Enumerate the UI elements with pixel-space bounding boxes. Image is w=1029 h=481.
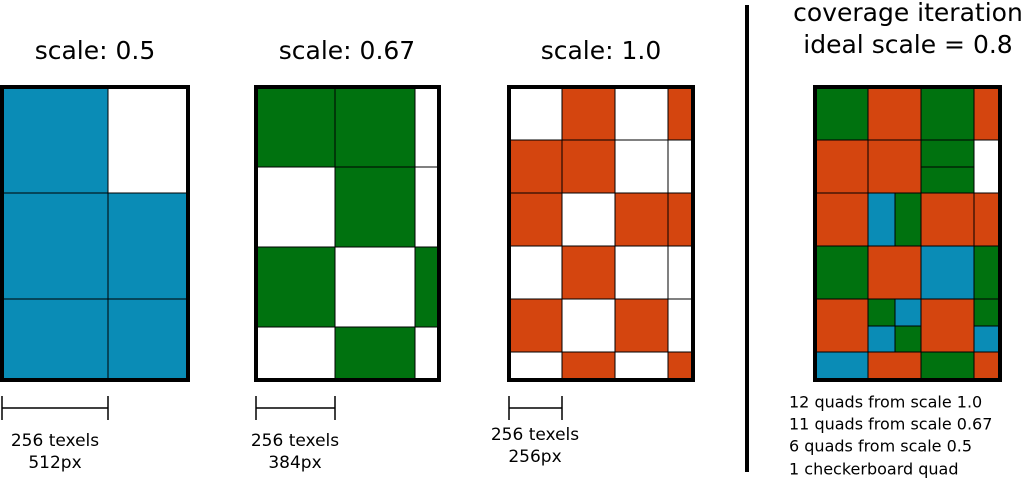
tile bbox=[867, 351, 922, 381]
tile bbox=[920, 139, 975, 168]
tile bbox=[920, 351, 975, 381]
tile bbox=[334, 166, 416, 248]
tile bbox=[508, 245, 563, 300]
tile bbox=[414, 326, 440, 381]
tile bbox=[667, 351, 694, 381]
tile bbox=[255, 166, 336, 248]
tile bbox=[334, 246, 416, 328]
tile bbox=[334, 86, 416, 168]
tile bbox=[255, 86, 336, 168]
bar-label: 384px bbox=[268, 453, 321, 473]
bar-label: 512px bbox=[28, 453, 81, 473]
tile bbox=[414, 246, 440, 328]
tile bbox=[561, 86, 616, 141]
tile bbox=[867, 298, 896, 327]
tile bbox=[667, 192, 694, 247]
tile bbox=[255, 246, 336, 328]
tile bbox=[614, 192, 669, 247]
tile bbox=[255, 326, 336, 381]
tile bbox=[973, 325, 1001, 353]
stat-line: 1 checkerboard quad bbox=[789, 460, 959, 479]
tile bbox=[614, 351, 669, 381]
tile bbox=[867, 192, 896, 247]
tile bbox=[1, 192, 109, 300]
tile bbox=[894, 192, 922, 247]
frame bbox=[0, 85, 190, 382]
tile bbox=[414, 166, 440, 248]
panel-title: scale: 1.0 bbox=[541, 36, 662, 65]
tile bbox=[561, 245, 616, 300]
tile bbox=[814, 86, 869, 141]
tile bbox=[814, 192, 869, 247]
tile bbox=[920, 245, 975, 300]
stat-line: 6 quads from scale 0.5 bbox=[789, 437, 972, 456]
tile bbox=[894, 325, 922, 353]
coverage-title: coverage iteration bbox=[793, 0, 1023, 27]
tile bbox=[561, 192, 616, 247]
tile bbox=[107, 192, 189, 300]
tile bbox=[867, 245, 922, 300]
tile bbox=[508, 86, 563, 141]
tile bbox=[814, 139, 869, 194]
tile bbox=[973, 245, 1001, 300]
tile bbox=[561, 139, 616, 194]
panel-title: scale: 0.5 bbox=[35, 36, 156, 65]
tile bbox=[973, 139, 1001, 194]
frame bbox=[507, 85, 695, 382]
tile bbox=[508, 351, 563, 381]
tile bbox=[667, 86, 694, 141]
tile bbox=[508, 192, 563, 247]
stat-line: 11 quads from scale 0.67 bbox=[789, 415, 992, 434]
bar-label: 256 texels bbox=[251, 431, 339, 451]
coverage-title: ideal scale = 0.8 bbox=[803, 30, 1012, 59]
tile bbox=[614, 245, 669, 300]
tile bbox=[561, 351, 616, 381]
tile bbox=[667, 245, 694, 300]
tile bbox=[107, 86, 189, 194]
tile bbox=[414, 86, 440, 168]
tile bbox=[867, 86, 922, 141]
bar-label: 256 texels bbox=[11, 431, 99, 451]
tile bbox=[867, 325, 896, 353]
tile bbox=[973, 86, 1001, 141]
tile bbox=[614, 139, 669, 194]
tile bbox=[561, 298, 616, 353]
tile bbox=[614, 298, 669, 353]
frame bbox=[254, 85, 441, 382]
frame bbox=[813, 85, 1002, 382]
tile bbox=[920, 192, 975, 247]
tile bbox=[508, 298, 563, 353]
tile bbox=[667, 139, 694, 194]
tile bbox=[334, 326, 416, 381]
tile bbox=[1, 298, 109, 381]
tile bbox=[920, 166, 975, 194]
bar-label: 256px bbox=[508, 447, 561, 467]
tile bbox=[894, 298, 922, 327]
tile bbox=[973, 351, 1001, 381]
stat-line: 12 quads from scale 1.0 bbox=[789, 393, 982, 412]
tile bbox=[920, 298, 975, 353]
tile bbox=[508, 139, 563, 194]
tile bbox=[867, 139, 922, 194]
tile bbox=[107, 298, 189, 381]
tile bbox=[920, 86, 975, 141]
tile bbox=[814, 298, 869, 353]
tile bbox=[667, 298, 694, 353]
tile bbox=[973, 298, 1001, 327]
bar-label: 256 texels bbox=[491, 425, 579, 445]
tile bbox=[814, 351, 869, 381]
tile bbox=[814, 245, 869, 300]
tile bbox=[973, 192, 1001, 247]
tile bbox=[1, 86, 109, 194]
panel-title: scale: 0.67 bbox=[279, 36, 415, 65]
tile bbox=[614, 86, 669, 141]
